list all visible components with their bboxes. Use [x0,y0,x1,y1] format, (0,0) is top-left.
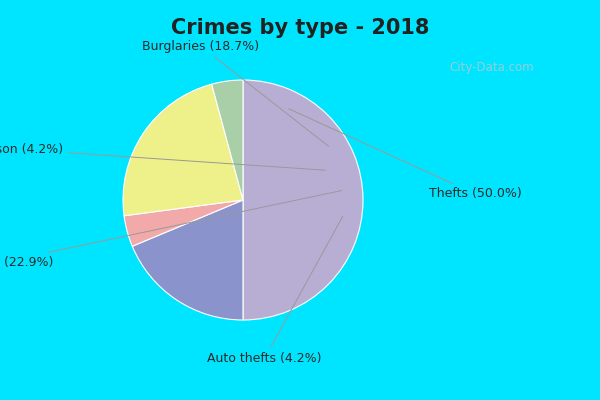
Text: Arson (4.2%): Arson (4.2%) [0,143,325,170]
Text: Burglaries (18.7%): Burglaries (18.7%) [142,40,329,146]
Text: Thefts (50.0%): Thefts (50.0%) [289,109,522,200]
Wedge shape [123,84,243,216]
Wedge shape [124,200,243,246]
Wedge shape [132,200,243,320]
Text: Crimes by type - 2018: Crimes by type - 2018 [171,18,429,38]
Text: City-Data.com: City-Data.com [449,62,535,74]
Text: Auto thefts (4.2%): Auto thefts (4.2%) [208,216,343,365]
Text: Assaults (22.9%): Assaults (22.9%) [0,190,342,269]
Wedge shape [243,80,363,320]
Wedge shape [212,80,243,200]
